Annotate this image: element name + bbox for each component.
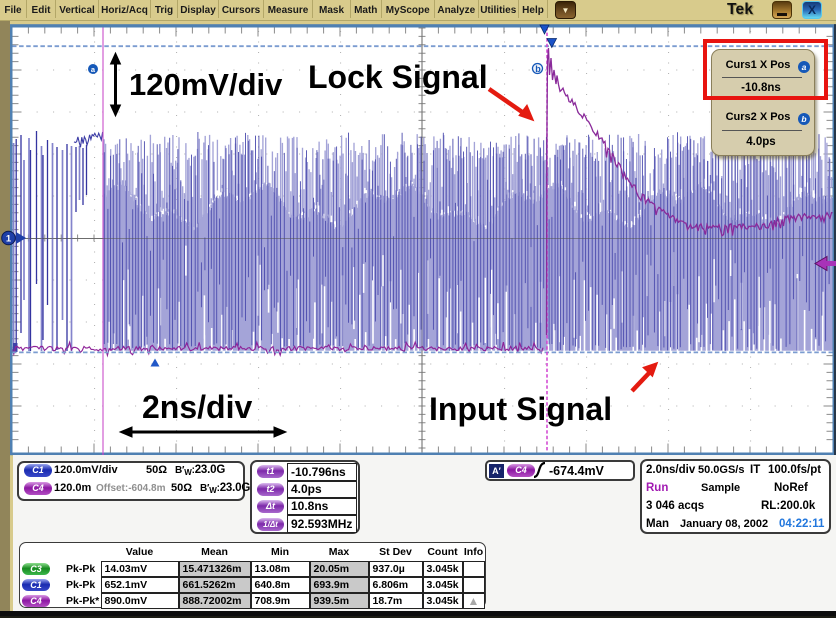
svg-text:1: 1 [6, 234, 12, 245]
svg-text:2ns/div: 2ns/div [142, 389, 252, 425]
svg-text:b: b [535, 64, 541, 74]
svg-text:a: a [91, 65, 96, 74]
svg-text:120mV/div: 120mV/div [129, 67, 283, 102]
svg-text:Input Signal: Input Signal [429, 391, 612, 427]
svg-text:Lock Signal: Lock Signal [308, 59, 488, 95]
